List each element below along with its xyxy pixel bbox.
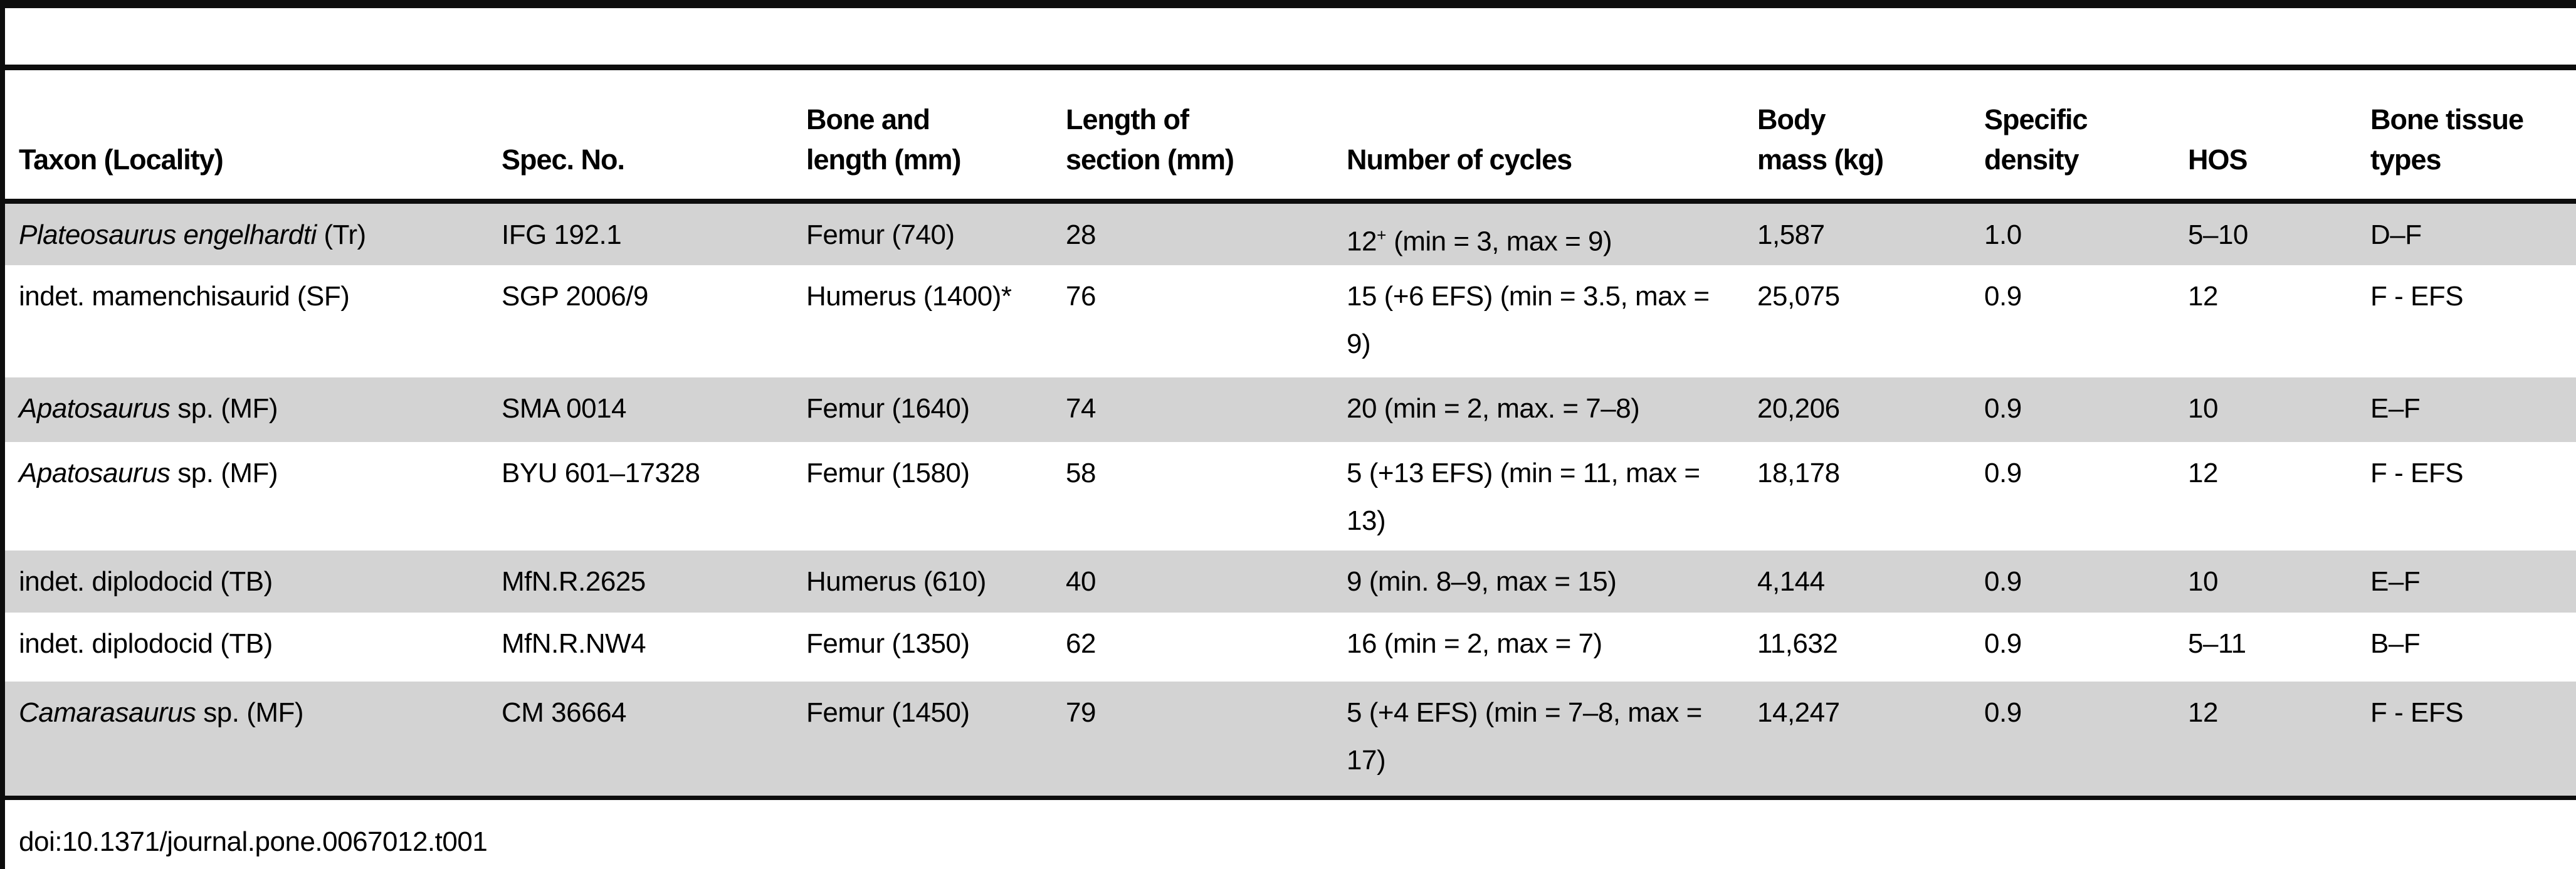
cell-cycles: 15 (+6 EFS) (min = 3.5, max = 9) (1347, 281, 1710, 360)
cell-spec-no: CM 36664 (502, 697, 627, 729)
table-header: Taxon (Locality) Spec. No. Bone and leng… (5, 67, 2576, 204)
column-header-bone-length: Bone and length (mm) (806, 67, 1066, 204)
column-header-section-length: Length of section (mm) (1066, 67, 1347, 204)
column-header-tissue-types: Bone tissue types (2370, 67, 2576, 204)
table-row: Apatosaurus sp. (MF) SMA 0014 Femur (164… (5, 377, 2576, 443)
cell-spec-no: MfN.R.NW4 (502, 628, 646, 660)
doi-caption: doi:10.1371/journal.pone.0067012.t001 (19, 826, 488, 857)
cell-hos: 10 (2188, 393, 2218, 424)
cell-hos: 10 (2188, 566, 2218, 598)
cell-body-mass: 1,587 (1757, 219, 1825, 250)
cell-specific-density: 0.9 (1984, 697, 2022, 729)
header-row: Taxon (Locality) Spec. No. Bone and leng… (5, 67, 2576, 204)
cell-taxon: indet. diplodocid (TB) (19, 628, 273, 660)
cell-tissue-types: F - EFS (2370, 697, 2464, 729)
cell-hos: 5–11 (2188, 628, 2246, 660)
table-row: Apatosaurus sp. (MF) BYU 601–17328 Femur… (5, 442, 2576, 550)
cell-hos: 12 (2188, 697, 2218, 729)
cell-spec-no: MfN.R.2625 (502, 566, 646, 598)
cell-section-length: 74 (1066, 393, 1096, 424)
cell-spec-no: IFG 192.1 (502, 219, 622, 250)
cell-body-mass: 4,144 (1757, 566, 1825, 598)
cell-body-mass: 11,632 (1757, 628, 1838, 660)
cell-taxon: Plateosaurus engelhardti (Tr) (19, 219, 366, 250)
table-body: Plateosaurus engelhardti (Tr) IFG 192.1 … (5, 201, 2576, 798)
left-margin-rule (0, 0, 5, 869)
cell-hos: 12 (2188, 281, 2218, 312)
cell-taxon: Apatosaurus sp. (MF) (19, 393, 278, 424)
specimen-table: Taxon (Locality) Spec. No. Bone and leng… (5, 65, 2576, 800)
cell-cycles: 16 (min = 2, max = 7) (1347, 628, 1602, 660)
cell-taxon: Apatosaurus sp. (MF) (19, 458, 278, 489)
table-row: Plateosaurus engelhardti (Tr) IFG 192.1 … (5, 201, 2576, 266)
cell-taxon: indet. diplodocid (TB) (19, 566, 273, 598)
cell-bone-length: Femur (740) (806, 219, 955, 250)
cell-cycles: 5 (+4 EFS) (min = 7–8, max = 17) (1347, 697, 1702, 776)
cell-body-mass: 20,206 (1757, 393, 1840, 424)
column-header-spec-no: Spec. No. (502, 67, 806, 204)
table-row: indet. mamenchisaurid (SF) SGP 2006/9 Hu… (5, 265, 2576, 377)
table-row: Camarasaurus sp. (MF) CM 36664 Femur (14… (5, 682, 2576, 798)
cell-bone-length: Femur (1640) (806, 393, 970, 424)
top-rule (0, 0, 2576, 8)
cell-tissue-types: D–F (2370, 219, 2422, 250)
cell-section-length: 62 (1066, 628, 1096, 660)
cell-bone-length: Humerus (610) (806, 566, 986, 598)
cell-section-length: 40 (1066, 566, 1096, 598)
cell-tissue-types: F - EFS (2370, 458, 2464, 489)
cell-specific-density: 0.9 (1984, 281, 2022, 312)
cell-taxon: Camarasaurus sp. (MF) (19, 697, 304, 729)
column-header-body-mass: Body mass (kg) (1757, 67, 1984, 204)
cell-tissue-types: E–F (2370, 566, 2421, 598)
column-header-taxon: Taxon (Locality) (5, 67, 502, 204)
cell-specific-density: 0.9 (1984, 628, 2022, 660)
cell-bone-length: Femur (1450) (806, 697, 970, 729)
cell-hos: 12 (2188, 458, 2218, 489)
cell-hos: 5–10 (2188, 219, 2248, 250)
table-row: indet. diplodocid (TB) MfN.R.2625 Humeru… (5, 550, 2576, 613)
cell-spec-no: BYU 601–17328 (502, 458, 700, 489)
column-header-cycles: Number of cycles (1347, 67, 1757, 204)
cell-tissue-types: B–F (2370, 628, 2421, 660)
cell-spec-no: SMA 0014 (502, 393, 627, 424)
cell-body-mass: 18,178 (1757, 458, 1840, 489)
column-header-specific-density: Specific density (1984, 67, 2188, 204)
cell-body-mass: 14,247 (1757, 697, 1840, 729)
cell-bone-length: Humerus (1400)* (806, 281, 1012, 312)
cell-taxon: indet. mamenchisaurid (SF) (19, 281, 350, 312)
cell-cycles: 5 (+13 EFS) (min = 11, max = 13) (1347, 458, 1700, 537)
cell-section-length: 76 (1066, 281, 1096, 312)
cell-specific-density: 0.9 (1984, 393, 2022, 424)
cell-section-length: 28 (1066, 219, 1096, 250)
cell-specific-density: 0.9 (1984, 566, 2022, 598)
cell-cycles: 9 (min. 8–9, max = 15) (1347, 566, 1617, 598)
cell-tissue-types: F - EFS (2370, 281, 2464, 312)
cell-cycles: 20 (min = 2, max. = 7–8) (1347, 393, 1640, 424)
cell-section-length: 58 (1066, 458, 1096, 489)
cell-tissue-types: E–F (2370, 393, 2421, 424)
cell-bone-length: Femur (1580) (806, 458, 970, 489)
column-header-hos: HOS (2188, 67, 2370, 204)
cell-specific-density: 0.9 (1984, 458, 2022, 489)
cell-section-length: 79 (1066, 697, 1096, 729)
cell-bone-length: Femur (1350) (806, 628, 970, 660)
cell-spec-no: SGP 2006/9 (502, 281, 648, 312)
cell-cycles: 12+ (min = 3, max = 9) (1347, 225, 1612, 257)
table-row: indet. diplodocid (TB) MfN.R.NW4 Femur (… (5, 613, 2576, 682)
cell-body-mass: 25,075 (1757, 281, 1840, 312)
cell-specific-density: 1.0 (1984, 219, 2022, 250)
